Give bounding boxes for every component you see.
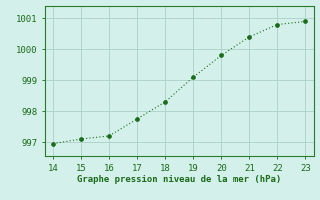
X-axis label: Graphe pression niveau de la mer (hPa): Graphe pression niveau de la mer (hPa)	[77, 175, 281, 184]
